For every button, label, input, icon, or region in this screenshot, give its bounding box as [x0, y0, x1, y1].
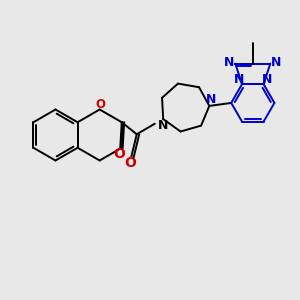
Text: N: N: [271, 56, 281, 69]
Text: O: O: [124, 156, 136, 170]
Text: O: O: [113, 147, 125, 161]
Text: O: O: [95, 98, 105, 111]
Text: N: N: [261, 73, 272, 85]
Text: N: N: [206, 93, 216, 106]
Text: N: N: [234, 73, 244, 85]
Text: N: N: [158, 119, 168, 132]
Text: N: N: [224, 56, 235, 69]
